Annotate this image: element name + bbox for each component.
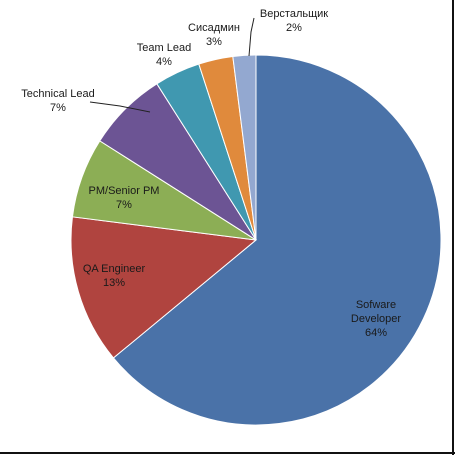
slice-label-3: Technical Lead 7% <box>21 88 94 114</box>
slice-label-5: Сисадмин 3% <box>188 22 240 48</box>
slice-label-1: QA Engineer 13% <box>83 263 146 289</box>
slice-category-label: Sofware <box>356 299 396 311</box>
slice-label-2: PM/Senior PM 7% <box>89 185 160 211</box>
pie-slice-1 <box>70 216 258 359</box>
slice-percent-label: 7% <box>116 199 132 211</box>
pie-slice-0 <box>112 54 442 426</box>
slice-category-label: QA Engineer <box>83 263 146 275</box>
pie-slice-6 <box>232 54 257 241</box>
slice-percent-label: 4% <box>156 56 172 68</box>
slice-label-0: Sofware Developer 64% <box>351 299 401 339</box>
slice-category-label: Developer <box>351 313 401 325</box>
slice-percent-label: 3% <box>206 36 222 48</box>
slice-percent-label: 7% <box>50 102 66 114</box>
leader-line-3 <box>89 101 151 113</box>
slice-category-label: Сисадмин <box>188 22 240 34</box>
slice-label-6: Верстальщик 2% <box>260 8 328 34</box>
slice-percent-label: 2% <box>286 22 302 34</box>
frame-border-right <box>452 0 454 455</box>
slice-percent-label: 64% <box>365 327 387 339</box>
slice-category-label: PM/Senior PM <box>89 185 160 197</box>
leader-line-6 <box>248 17 255 57</box>
slice-percent-label: 13% <box>103 277 125 289</box>
pie-slices <box>70 54 442 426</box>
leader-lines <box>89 17 255 113</box>
slice-category-label: Team Lead <box>137 42 191 54</box>
frame-border-bottom <box>0 452 455 454</box>
slice-label-4: Team Lead 4% <box>137 42 191 68</box>
slice-category-label: Верстальщик <box>260 8 328 20</box>
slice-labels: Sofware Developer 64% QA Engineer 13% PM/Seni… <box>21 8 401 339</box>
slice-category-label: Technical Lead <box>21 88 94 100</box>
